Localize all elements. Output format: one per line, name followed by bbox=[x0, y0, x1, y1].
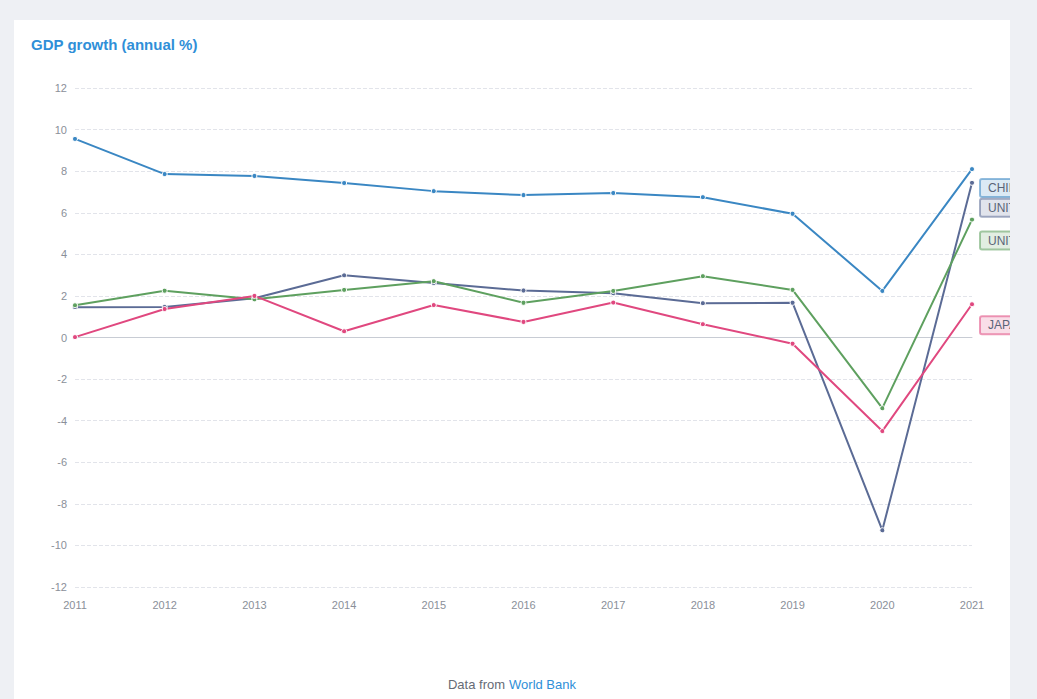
svg-text:2019: 2019 bbox=[780, 599, 804, 611]
svg-text:2020: 2020 bbox=[870, 599, 894, 611]
svg-text:JAPAN: JAPAN bbox=[988, 318, 1010, 332]
svg-text:-4: -4 bbox=[57, 415, 67, 427]
svg-text:GDP growth (annual %): GDP growth (annual %) bbox=[31, 36, 197, 53]
svg-text:2012: 2012 bbox=[152, 599, 176, 611]
svg-text:2021: 2021 bbox=[960, 599, 984, 611]
svg-text:-8: -8 bbox=[57, 498, 67, 510]
svg-text:2013: 2013 bbox=[242, 599, 266, 611]
svg-text:6: 6 bbox=[61, 207, 67, 219]
svg-text:-10: -10 bbox=[51, 539, 67, 551]
svg-text:CHINA: CHINA bbox=[988, 181, 1010, 195]
svg-text:12: 12 bbox=[55, 82, 67, 94]
svg-text:2014: 2014 bbox=[332, 599, 356, 611]
svg-text:2016: 2016 bbox=[511, 599, 535, 611]
svg-text:Data from: Data from bbox=[448, 677, 505, 692]
svg-text:4: 4 bbox=[61, 248, 67, 260]
svg-text:0: 0 bbox=[61, 332, 67, 344]
svg-text:UNITED KINGDOM: UNITED KINGDOM bbox=[988, 201, 1010, 215]
svg-text:8: 8 bbox=[61, 165, 67, 177]
svg-text:2011: 2011 bbox=[63, 599, 87, 611]
svg-text:10: 10 bbox=[55, 124, 67, 136]
svg-text:2015: 2015 bbox=[422, 599, 446, 611]
svg-text:-2: -2 bbox=[57, 373, 67, 385]
svg-text:-12: -12 bbox=[51, 581, 67, 593]
svg-text:UNITED STATES: UNITED STATES bbox=[988, 234, 1010, 248]
svg-text:2017: 2017 bbox=[601, 599, 625, 611]
svg-text:2018: 2018 bbox=[691, 599, 715, 611]
svg-text:World Bank: World Bank bbox=[509, 677, 576, 692]
svg-text:-6: -6 bbox=[57, 456, 67, 468]
svg-text:2: 2 bbox=[61, 290, 67, 302]
